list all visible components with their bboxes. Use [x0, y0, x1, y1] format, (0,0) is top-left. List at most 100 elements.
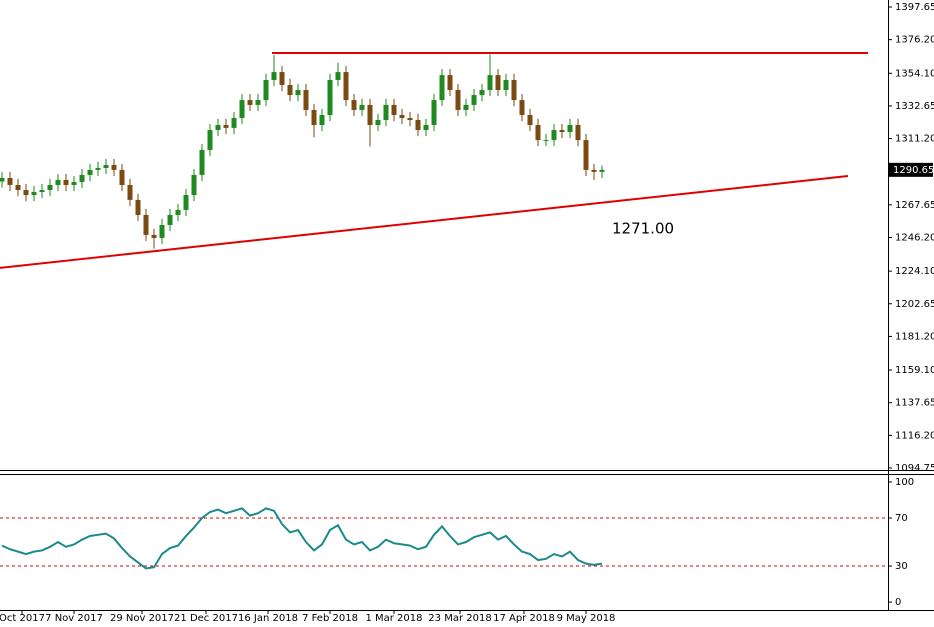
- current-price-label: 1290.65: [893, 165, 934, 176]
- annotation: 1271.00: [612, 220, 674, 238]
- y-tick-label: 1332.65: [895, 101, 934, 112]
- candle-body: [551, 130, 557, 141]
- y-tick-label: 1354.10: [895, 68, 934, 79]
- candle-body: [95, 167, 101, 170]
- indicator-tick-label: 30: [895, 561, 908, 572]
- candle-body: [503, 79, 509, 91]
- candle-body: [463, 104, 469, 110]
- candle-body: [423, 125, 429, 131]
- candle-body: [335, 72, 341, 80]
- y-tick-label: 1116.20: [895, 430, 934, 441]
- candle-body: [415, 119, 421, 131]
- candle-body: [543, 140, 549, 142]
- candle-body: [39, 190, 45, 192]
- candle-body: [351, 100, 357, 110]
- x-tick-label: 29 Nov 2017: [110, 613, 174, 624]
- candle-body: [239, 100, 245, 119]
- x-tick-label: Oct 2017: [0, 613, 45, 624]
- x-tick-label: 7 Feb 2018: [302, 613, 358, 624]
- candle-body: [79, 174, 85, 182]
- candle-body: [519, 100, 525, 115]
- y-tick-label: 1246.20: [895, 232, 934, 243]
- candle-body: [535, 125, 541, 141]
- y-tick-label: 1311.20: [895, 134, 934, 145]
- candle-body: [559, 130, 565, 133]
- indicator-tick-label: 0: [895, 597, 901, 608]
- candle-body: [191, 174, 197, 196]
- candle-body: [135, 199, 141, 215]
- candle-body: [311, 109, 317, 126]
- candle-body: [271, 72, 277, 80]
- y-tick-label: 1397.65: [895, 2, 934, 13]
- candle-body: [399, 114, 405, 119]
- candle-body: [47, 184, 53, 191]
- candle-body: [359, 104, 365, 110]
- trendline: [0, 175, 849, 269]
- candle-body: [175, 209, 181, 215]
- y-tick-label: 1159.10: [895, 365, 934, 376]
- candle-body: [87, 169, 93, 175]
- current-price-box: [889, 162, 933, 177]
- candle-body: [31, 191, 37, 196]
- candle-body: [7, 177, 13, 185]
- candle-body: [263, 79, 269, 101]
- candle-body: [23, 190, 29, 196]
- y-tick-label: 1094.75: [895, 463, 934, 474]
- candle-body: [215, 125, 221, 131]
- candle-body: [71, 181, 77, 185]
- candle-body: [0, 177, 5, 182]
- candle-body: [479, 90, 485, 96]
- candle-body: [567, 125, 573, 133]
- candle-body: [183, 195, 189, 210]
- y-tick-label: 1202.65: [895, 299, 934, 310]
- candle-body: [455, 90, 461, 110]
- x-tick-label: 17 Apr 2018: [493, 613, 555, 624]
- y-tick-label: 1376.20: [895, 35, 934, 46]
- candle-body: [583, 140, 589, 170]
- candle-body: [575, 125, 581, 141]
- candle-body: [495, 75, 501, 91]
- x-tick-label: 9 May 2018: [557, 613, 616, 624]
- candle-body: [159, 225, 165, 238]
- candle-body: [367, 104, 373, 126]
- candle-body: [207, 130, 213, 150]
- candle-body: [303, 90, 309, 110]
- candle-body: [63, 179, 69, 185]
- candle-body: [327, 79, 333, 115]
- candle-body: [231, 118, 237, 128]
- candle-body: [103, 165, 109, 168]
- candle-body: [383, 104, 389, 120]
- candle-body: [287, 84, 293, 96]
- candle-body: [127, 184, 133, 200]
- candle-body: [591, 169, 597, 172]
- candle-body: [511, 79, 517, 101]
- candle-body: [375, 119, 381, 126]
- y-tick-label: 1137.65: [895, 398, 934, 409]
- candle-body: [55, 179, 61, 185]
- candle-body: [111, 165, 117, 170]
- y-tick-label: 1224.10: [895, 266, 934, 277]
- candle-body: [487, 75, 493, 91]
- candle-body: [15, 184, 21, 191]
- indicator-tick-label: 100: [895, 477, 914, 488]
- y-tick-label: 1267.65: [895, 200, 934, 211]
- x-tick-label: 23 Mar 2018: [428, 613, 491, 624]
- candle-body: [447, 75, 453, 91]
- x-tick-label: 1 Mar 2018: [365, 613, 422, 624]
- candle-body: [343, 72, 349, 101]
- x-tick-label: 16 Jan 2018: [238, 613, 298, 624]
- y-tick-label: 1181.20: [895, 331, 934, 342]
- candle-body: [527, 114, 533, 126]
- candle-body: [295, 90, 301, 96]
- candle-body: [223, 125, 229, 128]
- candle-body: [151, 234, 157, 238]
- candle-body: [143, 214, 149, 235]
- x-tick-label: 7 Nov 2017: [45, 613, 103, 624]
- candle-body: [255, 100, 261, 105]
- candle-body: [247, 100, 253, 105]
- candle-body: [431, 100, 437, 126]
- candle-body: [439, 75, 445, 101]
